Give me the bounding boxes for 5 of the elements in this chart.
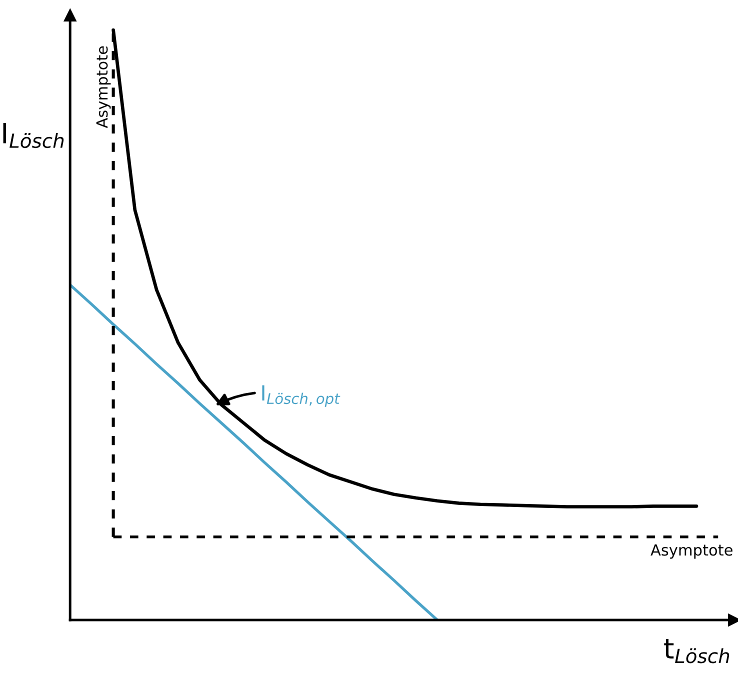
annotation: I$_{Lösch,opt}$ (262, 385, 340, 407)
annotation: Asymptote (650, 544, 732, 559)
y-axis-title: I$_{Lösch}$ (3, 122, 64, 148)
annotation: Asymptote (96, 46, 111, 128)
x-axis-title: t$_{Lösch}$ (664, 638, 730, 664)
